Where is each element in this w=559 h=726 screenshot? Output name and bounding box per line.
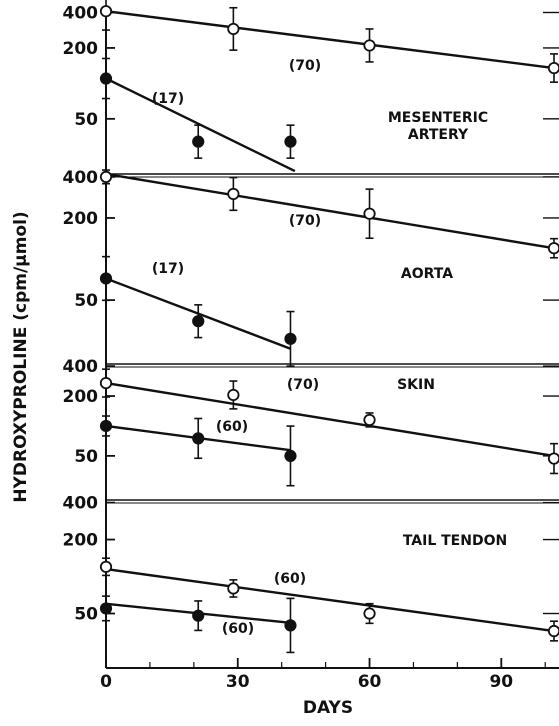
half-life-label: (60) (216, 419, 248, 435)
x-tick-label: 60 (358, 672, 382, 692)
data-point-filled (193, 610, 203, 620)
data-point-open (101, 6, 111, 16)
data-point-open (364, 415, 374, 425)
fit-line (106, 569, 554, 631)
panel-3: 400 200 50 SKIN (70) (60) (63, 357, 559, 500)
data-point-open (101, 378, 111, 388)
half-life-label: (60) (274, 571, 306, 587)
y-tick-label: 200 (63, 387, 99, 407)
y-tick-label: 400 (63, 3, 99, 23)
half-life-label: (70) (287, 377, 319, 393)
data-point-filled (285, 334, 295, 344)
data-point-open (228, 583, 238, 593)
data-point-open (228, 390, 238, 400)
data-point-open (549, 63, 559, 73)
x-tick-label: 0 (100, 672, 112, 692)
y-tick-label: 200 (63, 209, 99, 229)
data-point-open (364, 40, 374, 50)
panel-title: SKIN (397, 377, 435, 393)
half-life-label: (70) (289, 58, 321, 74)
y-tick-label: 50 (74, 447, 98, 467)
panel-title: AORTA (401, 266, 453, 282)
data-point-open (101, 172, 111, 182)
data-point-filled (101, 273, 111, 283)
fit-line (106, 174, 554, 248)
panel-2: 400 200 50 AORTA (70) (17) (63, 168, 559, 366)
data-point-open (228, 24, 238, 34)
x-tick-label: 30 (226, 672, 250, 692)
y-tick-label: 50 (74, 110, 98, 130)
half-life-label: (60) (222, 621, 254, 637)
fit-line (106, 383, 554, 456)
panel-title: MESENTERIC (388, 110, 488, 126)
data-point-filled (101, 421, 111, 431)
panel-title: TAIL TENDON (403, 533, 507, 549)
panel-title: ARTERY (408, 127, 469, 143)
data-point-open (549, 453, 559, 463)
x-axis-label: DAYS (303, 698, 353, 718)
x-tick-label: 90 (489, 672, 513, 692)
y-tick-label: 50 (74, 605, 98, 625)
data-point-filled (193, 316, 203, 326)
data-point-open (101, 562, 111, 572)
y-tick-label: 400 (63, 357, 99, 377)
data-point-filled (285, 620, 295, 630)
y-tick-label: 200 (63, 531, 99, 551)
x-axis: 0 30 60 90 (100, 658, 559, 692)
y-axis-label: HYDROXYPROLINE (cpm/µmol) (11, 211, 31, 502)
data-point-open (228, 189, 238, 199)
data-point-filled (101, 73, 111, 83)
data-point-filled (285, 451, 295, 461)
y-tick-label: 50 (74, 291, 98, 311)
y-tick-label: 200 (63, 39, 99, 59)
data-point-open (364, 608, 374, 618)
half-life-label: (17) (152, 91, 184, 107)
data-point-filled (193, 136, 203, 146)
panel-4: 400 200 50 TAIL TENDON (60) (60) (63, 494, 559, 668)
data-point-open (549, 626, 559, 636)
half-life-label: (17) (152, 261, 184, 277)
y-tick-label: 400 (63, 168, 99, 188)
data-point-filled (193, 433, 203, 443)
data-point-filled (285, 136, 295, 146)
data-point-open (364, 208, 374, 218)
half-life-label: (70) (289, 213, 321, 229)
data-point-filled (101, 603, 111, 613)
data-point-open (549, 243, 559, 253)
y-tick-label: 400 (63, 494, 99, 514)
fit-line (106, 11, 554, 68)
